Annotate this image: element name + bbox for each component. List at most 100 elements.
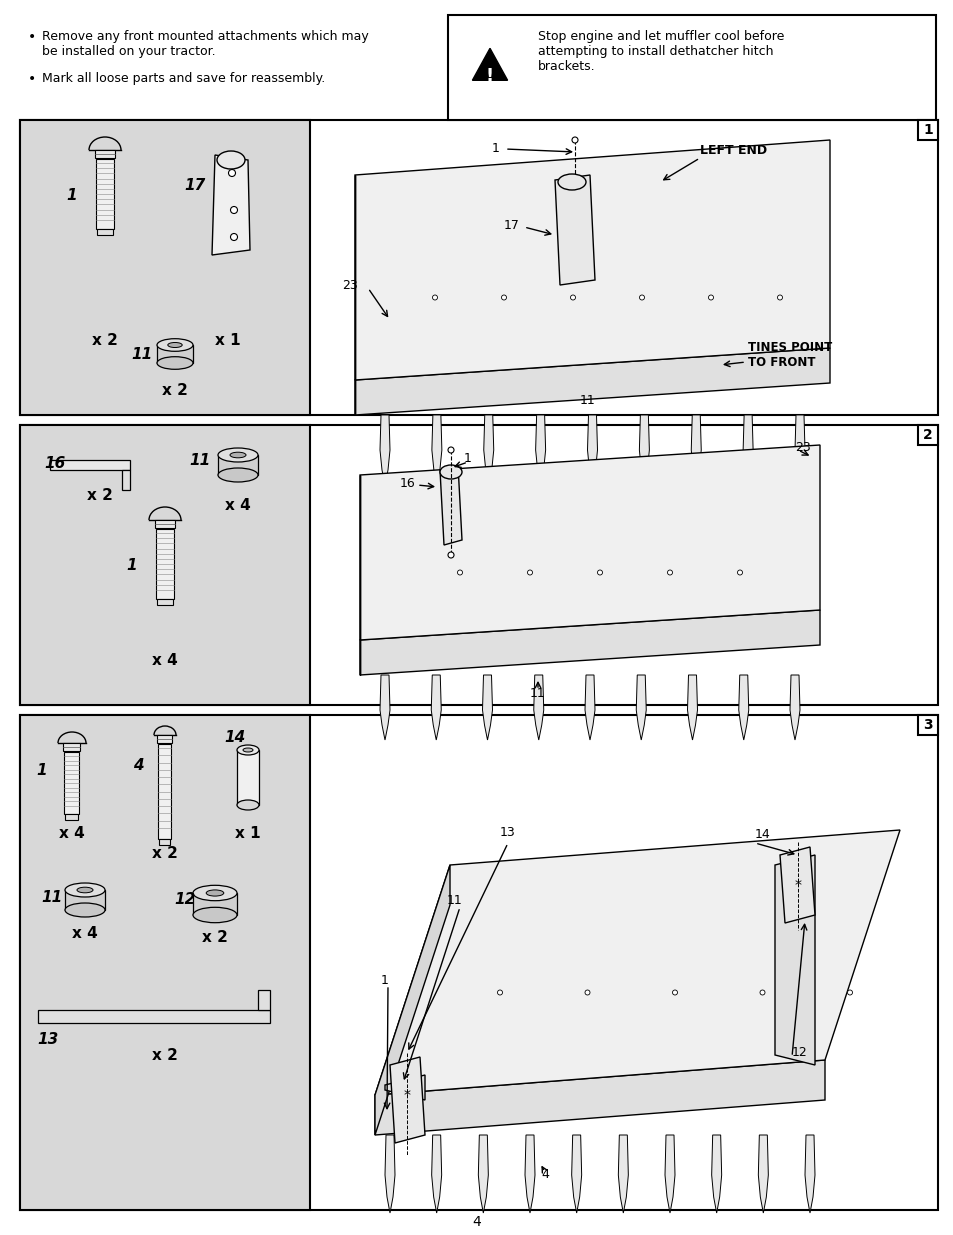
Text: *: *: [794, 878, 801, 892]
Ellipse shape: [584, 990, 589, 995]
Bar: [64, 743, 80, 751]
Text: 1: 1: [380, 973, 389, 987]
Polygon shape: [664, 1135, 675, 1213]
Text: Stop engine and let muffler cool before
attempting to install dethatcher hitch
b: Stop engine and let muffler cool before …: [537, 30, 783, 73]
Polygon shape: [472, 48, 507, 80]
Ellipse shape: [448, 447, 454, 453]
Text: 12: 12: [174, 893, 195, 908]
Text: 17: 17: [503, 219, 519, 231]
Polygon shape: [379, 415, 390, 485]
Polygon shape: [212, 156, 250, 254]
Ellipse shape: [65, 903, 105, 918]
Polygon shape: [774, 855, 814, 1065]
Text: x 2: x 2: [202, 930, 228, 945]
Text: x 2: x 2: [92, 332, 118, 347]
Ellipse shape: [231, 233, 237, 241]
Bar: [157, 345, 193, 363]
Ellipse shape: [527, 571, 532, 576]
Polygon shape: [431, 676, 441, 740]
Ellipse shape: [708, 295, 713, 300]
Text: LEFT END: LEFT END: [700, 143, 766, 157]
Bar: [20, 120, 937, 415]
Polygon shape: [477, 1135, 488, 1213]
Polygon shape: [780, 847, 814, 923]
Polygon shape: [122, 471, 130, 490]
Ellipse shape: [193, 908, 236, 923]
Text: x 4: x 4: [72, 925, 98, 941]
Polygon shape: [639, 415, 649, 485]
Polygon shape: [375, 864, 450, 1135]
Text: 1: 1: [492, 142, 499, 154]
Bar: [20, 715, 937, 1210]
Bar: [154, 520, 174, 529]
Text: !: !: [485, 67, 494, 84]
Polygon shape: [524, 1135, 535, 1213]
Polygon shape: [789, 676, 800, 740]
Text: 13: 13: [37, 1032, 58, 1047]
Ellipse shape: [439, 466, 461, 479]
Polygon shape: [571, 1135, 581, 1213]
Ellipse shape: [77, 887, 92, 893]
Polygon shape: [385, 1074, 424, 1100]
Text: x 4: x 4: [225, 498, 251, 513]
Polygon shape: [758, 1135, 767, 1213]
Ellipse shape: [236, 800, 258, 810]
Text: 11: 11: [447, 893, 462, 906]
Bar: [236, 750, 258, 805]
Polygon shape: [687, 676, 697, 740]
Polygon shape: [375, 1060, 824, 1135]
Ellipse shape: [157, 357, 193, 369]
Ellipse shape: [846, 990, 852, 995]
Bar: [917, 425, 937, 445]
Polygon shape: [432, 415, 441, 485]
Bar: [20, 425, 310, 705]
Text: 2: 2: [923, 429, 932, 442]
Text: 4: 4: [132, 757, 143, 773]
Text: 11: 11: [132, 347, 152, 362]
Bar: [97, 228, 112, 235]
Text: 1: 1: [36, 762, 48, 778]
Bar: [159, 839, 171, 845]
Ellipse shape: [157, 338, 193, 351]
Polygon shape: [742, 415, 752, 485]
Text: 4: 4: [540, 1168, 548, 1182]
Text: *: *: [403, 1088, 410, 1102]
Ellipse shape: [497, 990, 502, 995]
Polygon shape: [636, 676, 645, 740]
Polygon shape: [711, 1135, 720, 1213]
Text: 1: 1: [67, 188, 77, 203]
Bar: [96, 159, 113, 228]
Bar: [218, 454, 257, 475]
Ellipse shape: [570, 295, 575, 300]
Text: 17: 17: [184, 178, 206, 193]
Ellipse shape: [572, 137, 578, 143]
Polygon shape: [555, 175, 595, 285]
Ellipse shape: [432, 295, 437, 300]
Polygon shape: [804, 1135, 814, 1213]
Bar: [66, 814, 78, 820]
Text: x 4: x 4: [152, 652, 177, 667]
Ellipse shape: [193, 885, 236, 900]
Polygon shape: [359, 445, 820, 640]
Text: 13: 13: [499, 826, 516, 840]
Text: 1: 1: [463, 452, 472, 464]
Bar: [95, 149, 115, 158]
Bar: [157, 599, 172, 605]
Bar: [448, 15, 935, 120]
Text: x 2: x 2: [87, 488, 112, 503]
Polygon shape: [375, 830, 899, 1095]
Ellipse shape: [218, 448, 257, 462]
Ellipse shape: [667, 571, 672, 576]
Bar: [65, 752, 79, 814]
Ellipse shape: [501, 295, 506, 300]
Text: 23: 23: [794, 441, 810, 453]
Text: 11: 11: [579, 394, 596, 406]
Text: 14: 14: [224, 730, 245, 745]
Polygon shape: [618, 1135, 628, 1213]
Bar: [65, 890, 105, 910]
Ellipse shape: [777, 295, 781, 300]
Text: Mark all loose parts and save for reassembly.: Mark all loose parts and save for reasse…: [42, 72, 325, 85]
Text: •: •: [28, 72, 36, 86]
Bar: [20, 120, 310, 415]
Text: 14: 14: [754, 829, 770, 841]
